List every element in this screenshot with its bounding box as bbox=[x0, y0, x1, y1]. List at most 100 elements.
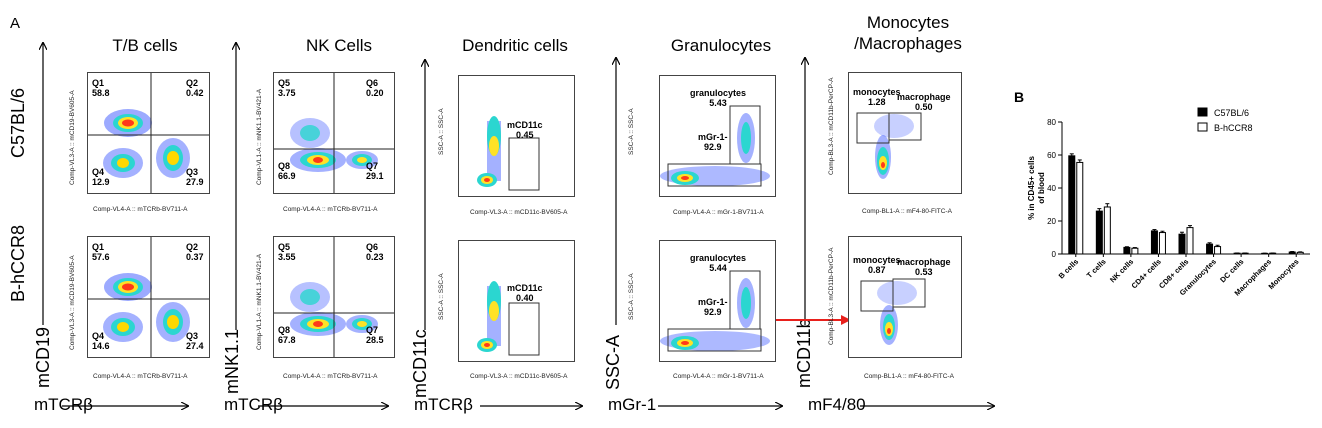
legend-swatch bbox=[1197, 122, 1208, 132]
gran-gate-name: granulocytes bbox=[690, 253, 747, 263]
tb-pop3 bbox=[156, 138, 190, 178]
gran-gate-value: 5.43 bbox=[709, 98, 727, 108]
gr-c57-xaxis: Comp-VL4-A :: mGr-1-BV711-A bbox=[673, 209, 764, 216]
q7-label: Q7 bbox=[366, 325, 379, 335]
legend-label: C57BL/6 bbox=[1214, 108, 1249, 118]
q8-label: Q8 bbox=[278, 161, 291, 171]
q4-value: 12.9 bbox=[92, 177, 110, 187]
bar-B-hCCR8-CD4+ cells bbox=[1158, 232, 1166, 255]
q6-value: 0.20 bbox=[366, 88, 384, 98]
mono-gate-value: 0.87 bbox=[867, 265, 886, 275]
q3-value: 27.9 bbox=[186, 177, 204, 187]
x-tick-label: B cells bbox=[1057, 257, 1080, 280]
y-tick-label: 60 bbox=[1047, 151, 1056, 160]
nk-hccr8-yaxis: Comp-VL1-A :: mNK1.1-BV421-A bbox=[256, 253, 263, 350]
bar-C57BL/6-NK cells bbox=[1123, 246, 1131, 255]
mono-gate-name: monocytes bbox=[853, 87, 901, 97]
gr-hccr8-xaxis: Comp-VL4-A :: mGr-1-BV711-A bbox=[673, 373, 764, 380]
bar-B-hCCR8-NK cells bbox=[1131, 247, 1139, 255]
mgr-gate-value: 92.9 bbox=[703, 307, 722, 317]
q8-label: Q8 bbox=[278, 325, 291, 335]
y-tick-label: 0 bbox=[1052, 250, 1057, 259]
flow-plot-mo-c57: monocytes 1.28 macrophage 0.50 bbox=[848, 72, 962, 194]
nk-c57-xaxis: Comp-VL4-A :: mTCRb-BV711-A bbox=[283, 206, 378, 213]
y-tick-label: 20 bbox=[1047, 217, 1056, 226]
q4-value: 14.6 bbox=[92, 341, 110, 351]
tb-pop1 bbox=[104, 109, 152, 137]
q2-label: Q2 bbox=[186, 242, 199, 252]
bar-B-hCCR8-Monocytes bbox=[1296, 251, 1304, 255]
gran-gate-name: granulocytes bbox=[690, 88, 747, 98]
x-marker-tcrb-1: mTCRβ bbox=[34, 395, 93, 414]
q5-value: 3.75 bbox=[278, 88, 296, 98]
flow-plot-mo-hccr8: monocytes 0.87 macrophage 0.53 bbox=[848, 236, 962, 358]
dc-gate-name: mCD11c bbox=[507, 283, 543, 293]
dc-gate-value: 0.45 bbox=[516, 130, 534, 140]
density-mo-hccr8 bbox=[860, 278, 926, 345]
density-tb-hccr8 bbox=[88, 237, 209, 357]
flow-plot-tb-c57: Q1 58.8 Q2 0.42 Q3 27.9 Q4 12.9 bbox=[87, 72, 210, 194]
column-title-gr: Granulocytes bbox=[670, 36, 772, 55]
q1-value: 58.8 bbox=[92, 88, 110, 98]
gran-gate-value: 5.44 bbox=[709, 263, 727, 273]
q7-value: 29.1 bbox=[366, 171, 384, 181]
mgr-gate-name: mGr-1- bbox=[698, 132, 728, 142]
q4-label: Q4 bbox=[92, 331, 105, 341]
q6-label: Q6 bbox=[366, 78, 379, 88]
bar-C57BL/6-CD4+ cells bbox=[1150, 230, 1158, 255]
tb-hccr8-xaxis: Comp-VL4-A :: mTCRb-BV711-A bbox=[93, 373, 188, 380]
q8-value: 66.9 bbox=[278, 171, 296, 181]
mgr-gate-value: 92.9 bbox=[703, 142, 722, 152]
q1-label: Q1 bbox=[92, 242, 105, 252]
q7-value: 28.5 bbox=[366, 335, 384, 345]
density-dc-hccr8 bbox=[477, 281, 540, 356]
mgr-gate-name: mGr-1- bbox=[698, 297, 728, 307]
tb-hccr8-yaxis: Comp-VL3-A :: mCD19-BV605-A bbox=[69, 255, 76, 350]
x-marker-mf480: mF4/80 bbox=[808, 395, 866, 414]
q4-label: Q4 bbox=[92, 167, 105, 177]
q1-value: 57.6 bbox=[92, 252, 110, 262]
q5-label: Q5 bbox=[278, 242, 291, 252]
bar-C57BL/6-B cells bbox=[1068, 155, 1076, 255]
mono-gate-name: monocytes bbox=[853, 255, 901, 265]
column-title-mo: Monocytes /Macrophages bbox=[854, 13, 962, 53]
tb-c57-xaxis: Comp-VL4-A :: mTCRb-BV711-A bbox=[93, 206, 188, 213]
q2-value: 0.42 bbox=[186, 88, 204, 98]
flow-plot-nk-c57: Q5 3.75 Q6 0.20 Q7 29.1 Q8 66.9 bbox=[273, 72, 395, 194]
bar-B-hCCR8-CD8+ cells bbox=[1186, 227, 1194, 255]
y-tick-label: 80 bbox=[1047, 118, 1056, 127]
x-marker-mgr1: mGr-1 bbox=[608, 395, 657, 414]
density-gr-hccr8 bbox=[660, 270, 770, 352]
x-marker-tcrb-2: mTCRβ bbox=[224, 395, 283, 414]
dc-c57-xaxis: Comp-VL3-A :: mCD11c-BV605-A bbox=[470, 209, 568, 216]
dc-hccr8-xaxis: Comp-VL3-A :: mCD11c-BV605-A bbox=[470, 373, 568, 380]
column-title-nk: NK Cells bbox=[305, 36, 373, 55]
flow-plot-gr-hccr8: granulocytes 5.44 mGr-1- 92.9 bbox=[659, 240, 776, 362]
flow-plot-dc-hccr8: mCD11c 0.40 bbox=[458, 240, 575, 362]
density-dc-c57 bbox=[477, 116, 540, 191]
dc-gate-value: 0.40 bbox=[516, 293, 534, 303]
y-tick-label: 40 bbox=[1047, 184, 1056, 193]
density-gr-c57 bbox=[660, 105, 770, 187]
bar-C57BL/6-Granulocytes bbox=[1206, 243, 1214, 255]
mo-hccr8-xaxis: Comp-BL1-A :: mF4-80-FITC-A bbox=[864, 373, 954, 380]
mo-c57-yaxis: Comp-BL3-A :: mCD11b-PerCP-A bbox=[828, 77, 835, 175]
column-title-dc: Dendritic cells bbox=[462, 36, 568, 55]
bar-B-hCCR8-B cells bbox=[1076, 161, 1084, 255]
q5-value: 3.55 bbox=[278, 252, 296, 262]
gr-c57-yaxis: SSC-A :: SSC-A bbox=[628, 108, 635, 155]
q6-value: 0.23 bbox=[366, 252, 384, 262]
x-tick-label: T cells bbox=[1085, 257, 1108, 280]
column-title-tb: T/B cells bbox=[112, 36, 178, 55]
nk-hccr8-xaxis: Comp-VL4-A :: mTCRb-BV711-A bbox=[283, 373, 378, 380]
density-mo-c57 bbox=[856, 112, 922, 179]
mac-gate-name: macrophage bbox=[897, 92, 951, 102]
bar-B-hCCR8-T cells bbox=[1103, 206, 1111, 255]
density-nk-hccr8 bbox=[274, 237, 394, 357]
panel-a-label: A bbox=[10, 15, 21, 32]
mac-gate-value: 0.50 bbox=[915, 102, 933, 112]
bar-chart: 0 20 40 60 80 % in CD45+ cellsof blood B cells… bbox=[1027, 107, 1310, 298]
density-tb-c57 bbox=[88, 73, 209, 193]
bar-C57BL/6-CD8+ cells bbox=[1178, 233, 1186, 255]
